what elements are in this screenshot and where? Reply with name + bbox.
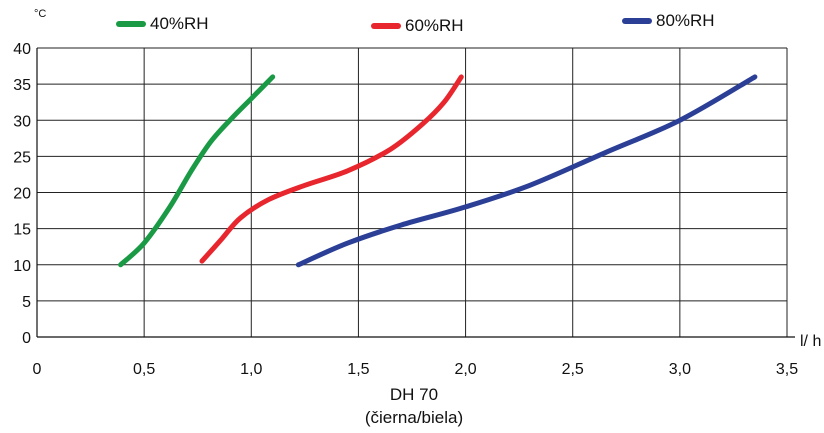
x-tick-label: 2,5: [562, 361, 584, 378]
legend-swatch-60rh: [371, 23, 401, 29]
legend-label-40rh: 40%RH: [150, 14, 209, 33]
y-tick-label: 30: [13, 113, 31, 130]
chart-caption-variant: (čierna/biela): [364, 408, 464, 427]
y-tick-label: 40: [13, 41, 31, 58]
y-tick-labels: 0 5 10 15 20 25 30 35 40: [13, 41, 31, 347]
x-tick-labels: 0 0,5 1,0 1,5 2,0 2,5 3,0 3,5: [33, 361, 799, 378]
series-layer: [118, 74, 758, 268]
y-tick-label: 10: [13, 258, 31, 275]
y-axis-unit: °C: [34, 8, 47, 20]
legend-item-80rh: 80%RH: [622, 11, 715, 31]
y-tick-label: 0: [22, 330, 31, 347]
legend-swatch-80rh: [622, 18, 652, 24]
y-tick-label: 35: [13, 77, 31, 94]
x-tick-label: 0: [33, 361, 42, 378]
chart-caption-model: DH 70: [389, 385, 439, 404]
series-line-60rh: [199, 74, 464, 264]
x-tick-label: 1,0: [240, 361, 262, 378]
x-tick-label: 3,5: [776, 361, 798, 378]
x-tick-label: 2,0: [454, 361, 476, 378]
y-tick-label: 15: [13, 222, 31, 239]
legend-label-80rh: 80%RH: [656, 11, 715, 30]
x-tick-label: 1,5: [347, 361, 369, 378]
y-tick-label: 25: [13, 149, 31, 166]
series-line-40rh: [118, 74, 276, 268]
series-line-80rh: [295, 74, 758, 268]
legend-label-60rh: 60%RH: [405, 16, 464, 35]
grid: [37, 47, 788, 337]
x-axis-unit: l/ h: [800, 333, 822, 350]
legend-item-60rh: 60%RH: [371, 16, 464, 36]
x-tick-label: 0,5: [133, 361, 155, 378]
x-tick-label: 3,0: [669, 361, 691, 378]
y-tick-label: 20: [13, 186, 31, 203]
plot-frame: [36, 48, 795, 338]
y-tick-label: 5: [22, 294, 31, 311]
legend-item-40rh: 40%RH: [116, 14, 209, 34]
legend-swatch-40rh: [116, 21, 146, 27]
